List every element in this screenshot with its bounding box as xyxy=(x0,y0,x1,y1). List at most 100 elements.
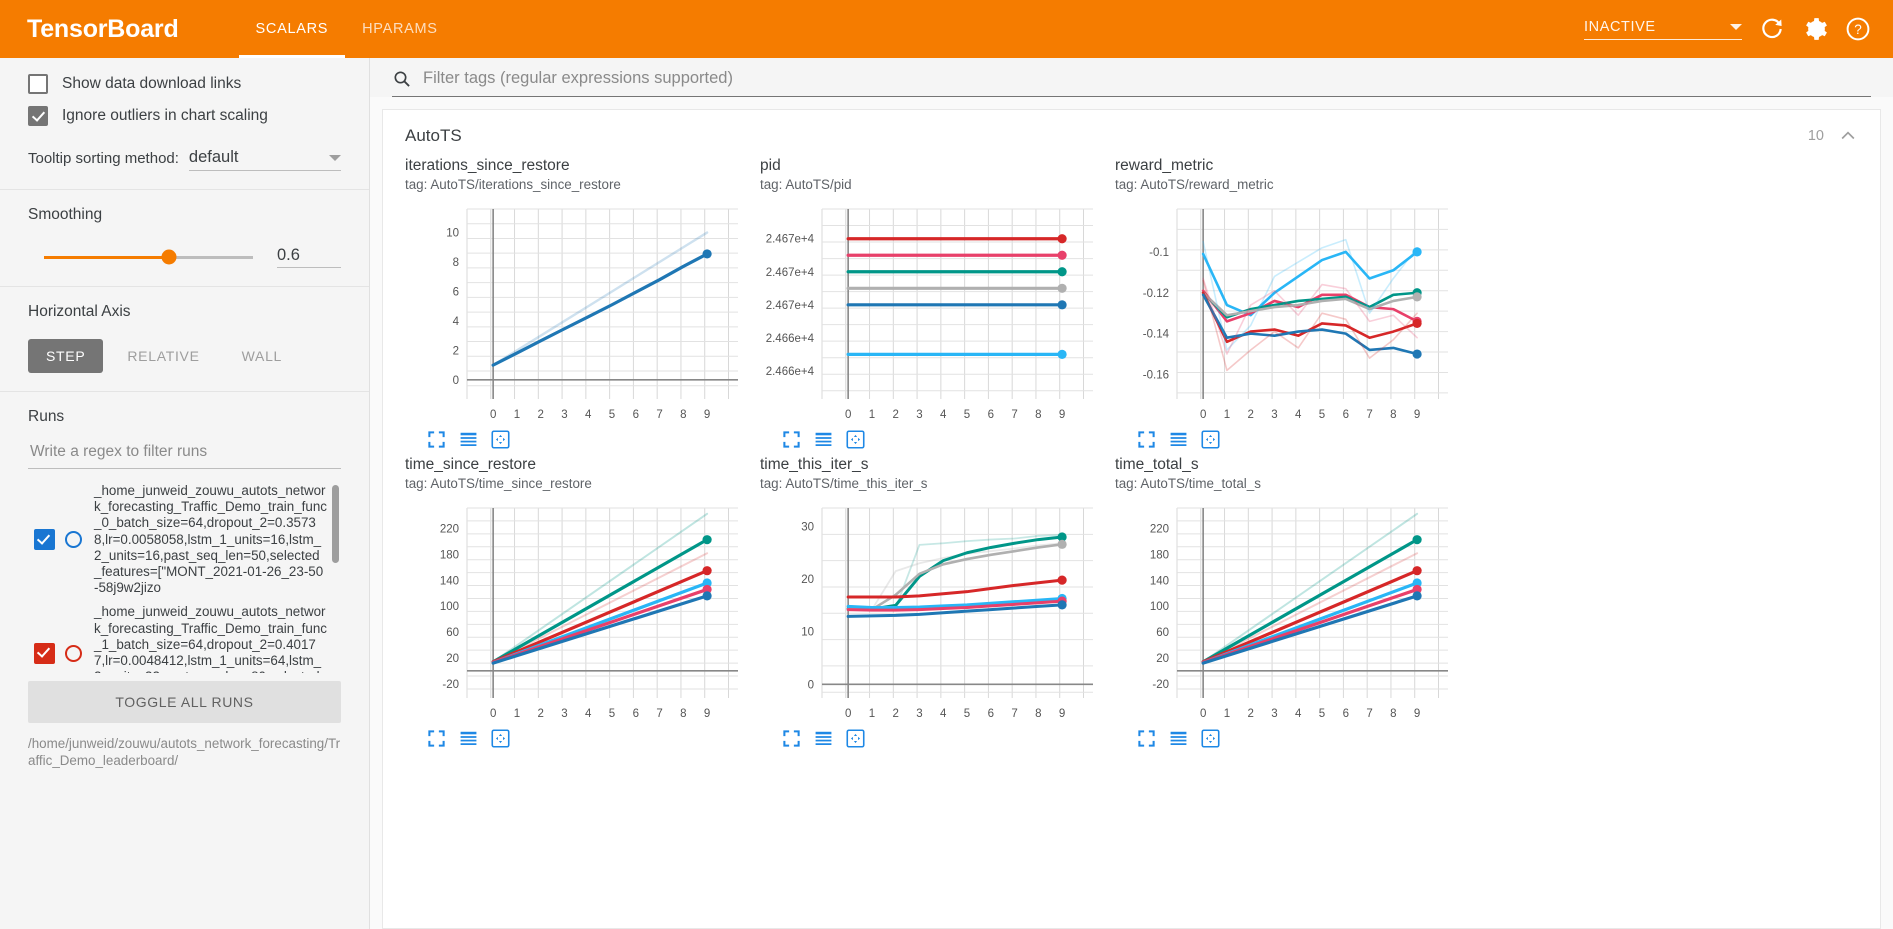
expand-icon[interactable] xyxy=(427,729,446,748)
gear-icon[interactable] xyxy=(1802,16,1828,42)
ignore-outliers-checkbox[interactable] xyxy=(28,106,48,126)
list-item[interactable]: _home_junweid_zouwu_autots_network_forec… xyxy=(28,604,341,673)
header-controls: INACTIVE ? xyxy=(1584,16,1893,42)
expand-icon[interactable] xyxy=(1137,430,1156,449)
list-item[interactable]: _home_junweid_zouwu_autots_network_forec… xyxy=(28,483,341,596)
data-table-icon[interactable] xyxy=(1169,430,1188,449)
data-table-icon[interactable] xyxy=(1169,729,1188,748)
show-download-links-row[interactable]: Show data download links xyxy=(28,74,341,94)
svg-text:0: 0 xyxy=(490,708,496,720)
svg-text:7: 7 xyxy=(1011,708,1017,720)
axis-option-wall[interactable]: WALL xyxy=(241,348,283,364)
toggle-all-runs-button[interactable]: TOGGLE ALL RUNS xyxy=(28,681,341,723)
chart-plot[interactable]: 0 10 20 30 0 1 2 3 4 5 6 7 8 9 xyxy=(760,498,1105,728)
tag-filter-input[interactable] xyxy=(421,68,1871,89)
chart-title: pid xyxy=(760,157,781,174)
svg-text:60: 60 xyxy=(446,627,459,639)
show-download-links-checkbox[interactable] xyxy=(28,74,48,94)
expand-icon[interactable] xyxy=(782,729,801,748)
ignore-outliers-label: Ignore outliers in chart scaling xyxy=(62,107,268,124)
expand-icon[interactable] xyxy=(427,430,446,449)
tag-group-header-right: 10 xyxy=(1808,126,1858,146)
reload-status-select[interactable]: INACTIVE xyxy=(1584,19,1742,40)
chart-toolbar xyxy=(405,430,750,449)
svg-text:10: 10 xyxy=(446,228,459,240)
runs-filter[interactable] xyxy=(28,442,341,469)
fit-domain-icon[interactable] xyxy=(1201,729,1220,748)
expand-icon[interactable] xyxy=(1137,729,1156,748)
axis-option-relative[interactable]: RELATIVE xyxy=(127,348,200,364)
svg-text:8: 8 xyxy=(1390,409,1396,421)
help-icon[interactable]: ? xyxy=(1845,16,1871,42)
svg-text:4: 4 xyxy=(585,708,592,720)
run-color-indicator[interactable] xyxy=(65,531,82,549)
chart-title: time_total_s xyxy=(1115,456,1199,473)
chart-plot[interactable]: 2.467e+4 2.467e+4 2.467e+4 2.466e+4 2.466e+4… xyxy=(760,199,1105,429)
data-table-icon[interactable] xyxy=(814,729,833,748)
svg-text:5: 5 xyxy=(964,708,970,720)
svg-text:0: 0 xyxy=(1200,708,1206,720)
chart-cell: time_since_restore tag: AutoTS/time_since… xyxy=(405,455,750,754)
chart-plot[interactable]: -0.1 -0.12 -0.14 -0.16 0 1 2 3 4 5 6 7 8 9 xyxy=(1115,199,1460,429)
fit-domain-icon[interactable] xyxy=(846,430,865,449)
svg-text:100: 100 xyxy=(1150,601,1169,613)
svg-text:1: 1 xyxy=(514,409,520,421)
search-icon xyxy=(394,71,410,87)
chart-plot[interactable]: -20 20 60 100 140 180 220 0 1 2 3 4 5 6 7 8 9 xyxy=(1115,498,1460,728)
tab-hparams[interactable]: HPARAMS xyxy=(362,21,438,37)
chart-toolbar xyxy=(760,729,1105,748)
expand-icon[interactable] xyxy=(782,430,801,449)
run-checkbox[interactable] xyxy=(34,529,55,551)
sidebar: Show data download links Ignore outliers… xyxy=(0,58,370,929)
svg-text:0: 0 xyxy=(1200,409,1206,421)
nav-tabs: SCALARS HPARAMS xyxy=(238,0,455,58)
tab-scalars[interactable]: SCALARS xyxy=(238,0,346,58)
chart-cell: time_this_iter_s tag: AutoTS/time_this_it… xyxy=(760,455,1105,754)
chart-tag: tag: AutoTS/iterations_since_restore xyxy=(405,177,621,192)
data-table-icon[interactable] xyxy=(459,729,478,748)
fit-domain-icon[interactable] xyxy=(846,729,865,748)
reload-status-value: INACTIVE xyxy=(1584,18,1656,35)
tag-filter-bar xyxy=(370,58,1893,97)
chart-plot[interactable]: 0 2 4 6 8 10 0 1 2 3 4 5 6 7 8 9 xyxy=(405,199,750,429)
fit-domain-icon[interactable] xyxy=(1201,430,1220,449)
smoothing-slider-thumb[interactable] xyxy=(161,249,177,265)
chart-plot[interactable]: -20 20 60 100 140 180 220 0 1 2 3 4 5 6 7 8 9 xyxy=(405,498,750,728)
data-table-icon[interactable] xyxy=(459,430,478,449)
chart-toolbar xyxy=(1115,430,1460,449)
run-color-indicator[interactable] xyxy=(65,644,82,662)
svg-text:6: 6 xyxy=(633,409,639,421)
runs-section: Runs _home_junweid_zouwu_autots_network_… xyxy=(0,392,369,673)
data-table-icon[interactable] xyxy=(814,430,833,449)
chart-cell: time_total_s tag: AutoTS/time_total_s -20 2… xyxy=(1115,455,1460,754)
svg-text:9: 9 xyxy=(1059,409,1065,421)
svg-text:180: 180 xyxy=(440,550,459,562)
refresh-icon[interactable] xyxy=(1759,16,1785,42)
smoothing-value[interactable]: 0.6 xyxy=(277,246,341,268)
tooltip-sorting-select[interactable]: default xyxy=(188,148,341,171)
runs-scrollbar[interactable] xyxy=(332,485,339,563)
ignore-outliers-row[interactable]: Ignore outliers in chart scaling xyxy=(28,106,341,126)
fit-domain-icon[interactable] xyxy=(491,729,510,748)
svg-text:6: 6 xyxy=(453,286,459,298)
tag-group-header[interactable]: AutoTS 10 xyxy=(383,110,1880,156)
svg-text:140: 140 xyxy=(440,575,459,587)
sidebar-options-section: Show data download links Ignore outliers… xyxy=(0,58,369,190)
svg-text:2.466e+4: 2.466e+4 xyxy=(766,333,815,345)
chevron-up-icon[interactable] xyxy=(1838,126,1858,146)
smoothing-slider-fill xyxy=(44,255,170,259)
svg-text:0: 0 xyxy=(845,409,851,421)
svg-text:0: 0 xyxy=(490,409,496,421)
svg-text:220: 220 xyxy=(1150,524,1169,536)
horizontal-axis-section: Horizontal Axis STEP RELATIVE WALL xyxy=(0,287,369,392)
tag-filter-field[interactable] xyxy=(392,68,1871,97)
runs-filter-input[interactable] xyxy=(28,442,341,462)
axis-option-step[interactable]: STEP xyxy=(28,339,104,373)
svg-text:100: 100 xyxy=(440,601,459,613)
run-checkbox[interactable] xyxy=(34,642,55,664)
fit-domain-icon[interactable] xyxy=(491,430,510,449)
svg-text:9: 9 xyxy=(1059,708,1065,720)
svg-text:2.467e+4: 2.467e+4 xyxy=(766,267,815,279)
smoothing-slider[interactable] xyxy=(44,249,253,265)
